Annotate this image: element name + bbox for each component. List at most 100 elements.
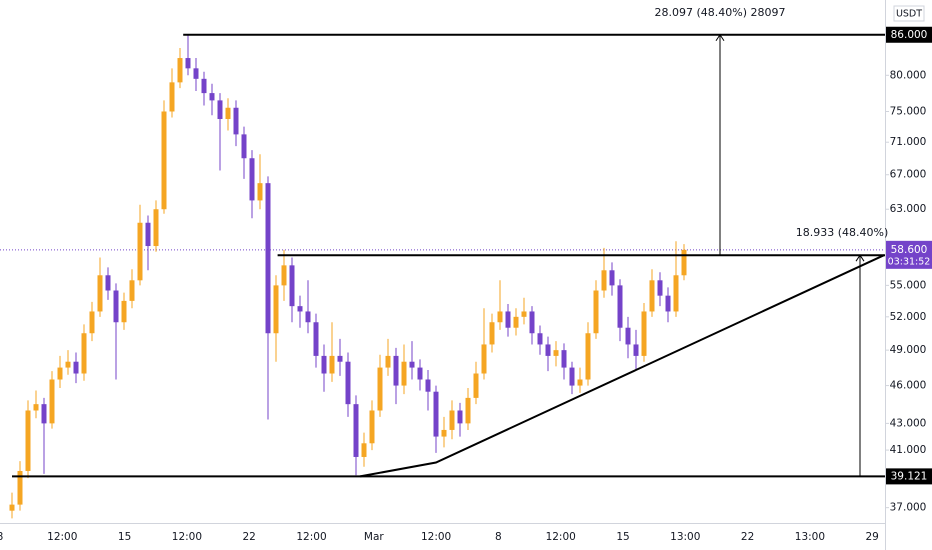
candle-body [593,290,599,334]
y-tick-label: 63.000 [890,203,927,215]
candle-body [41,404,47,424]
measure-arrowhead [855,254,865,262]
candle-body [233,107,239,135]
candle-body [377,367,383,411]
measure-label: 18.933 (48.40%) [796,226,889,239]
candle-body [577,379,583,386]
candle-body [193,68,199,79]
candle-body [361,443,367,457]
y-tick-label: 55.000 [890,279,927,291]
candle-body [369,410,375,444]
candle-body [321,355,327,374]
candle-body [665,295,671,312]
x-tick-label: 13:00 [670,531,700,543]
y-tick-label: 67.000 [890,169,927,181]
x-tick-label: 22 [243,531,256,543]
candle-body [353,404,359,457]
level-label-box [886,26,932,43]
candle-body [185,58,191,69]
candle-body [489,322,495,345]
candle-body [441,429,447,437]
candle-body [601,270,607,291]
level-label: 39.121 [891,470,928,482]
candle-body [217,100,223,120]
candle-body [305,311,311,323]
candle-body [121,300,127,323]
x-tick-label: 8 [0,531,3,543]
candle-body [329,355,335,374]
y-tick-label: 41.000 [890,444,927,456]
candle-body [9,504,15,511]
candle-body [529,311,535,334]
candle-body [409,361,415,368]
x-tick-label: 13:00 [795,531,825,543]
candle-body [113,290,119,323]
candle-body [561,350,567,368]
candle-body [97,275,103,312]
candle-body [625,327,631,345]
y-tick-label: 52.000 [890,311,927,323]
x-tick-label: 22 [741,531,754,543]
candle-body [33,404,39,411]
candle-body [297,306,303,312]
last-price-label: 58.600 [891,244,928,256]
last-price-box [886,240,932,269]
candle-body [481,344,487,374]
y-tick-label: 75.000 [890,105,927,117]
y-tick-label: 43.000 [890,417,927,429]
x-tick-label: 29 [866,531,879,543]
candle-body [537,333,543,345]
candle-body [417,367,423,380]
candle-body [129,280,135,301]
candle-body [545,344,551,356]
candle-body [465,397,471,424]
candle-body [289,265,295,307]
x-tick-label: 12:00 [421,531,451,543]
candle-body [65,361,71,368]
x-tick-label: 15 [616,531,629,543]
candle-body [281,265,287,286]
candle-body [569,367,575,386]
candle-body [89,311,95,334]
candle-body [433,391,439,437]
candle-body [337,355,343,362]
x-tick-label: 12:00 [172,531,202,543]
candle-body [633,344,639,356]
candle-body [641,311,647,356]
candle-body [73,361,79,374]
candle-body [385,355,391,368]
candle-body [313,322,319,356]
level-label-box [886,468,932,485]
y-tick-label: 71.000 [890,136,927,148]
candle-body [673,275,679,312]
candle-body [25,410,31,471]
x-tick-label: Mar [364,531,384,543]
currency: USDT [896,9,922,20]
candle-body [209,93,215,101]
x-tick-label: 12:00 [296,531,326,543]
candle-body [225,107,231,120]
y-tick-label: 80.000 [890,69,927,81]
x-tick-label: 12:00 [47,531,77,543]
y-tick-label: 46.000 [890,380,927,392]
candle-body [241,134,247,159]
candle-body [617,285,623,328]
candle-body [497,311,503,323]
candle-body [449,410,455,430]
candle-body [169,82,175,112]
candle-body [657,280,663,296]
trendline [359,254,885,478]
candle-body [201,78,207,94]
candle-body [177,58,183,83]
candle-body [553,350,559,356]
candle-body [521,311,527,317]
y-tick-label: 49.000 [890,344,927,356]
candle-body [425,379,431,392]
candle-body [473,373,479,398]
x-tick-label: 12:00 [546,531,576,543]
candle-body [161,111,167,210]
candle-body [57,367,63,380]
